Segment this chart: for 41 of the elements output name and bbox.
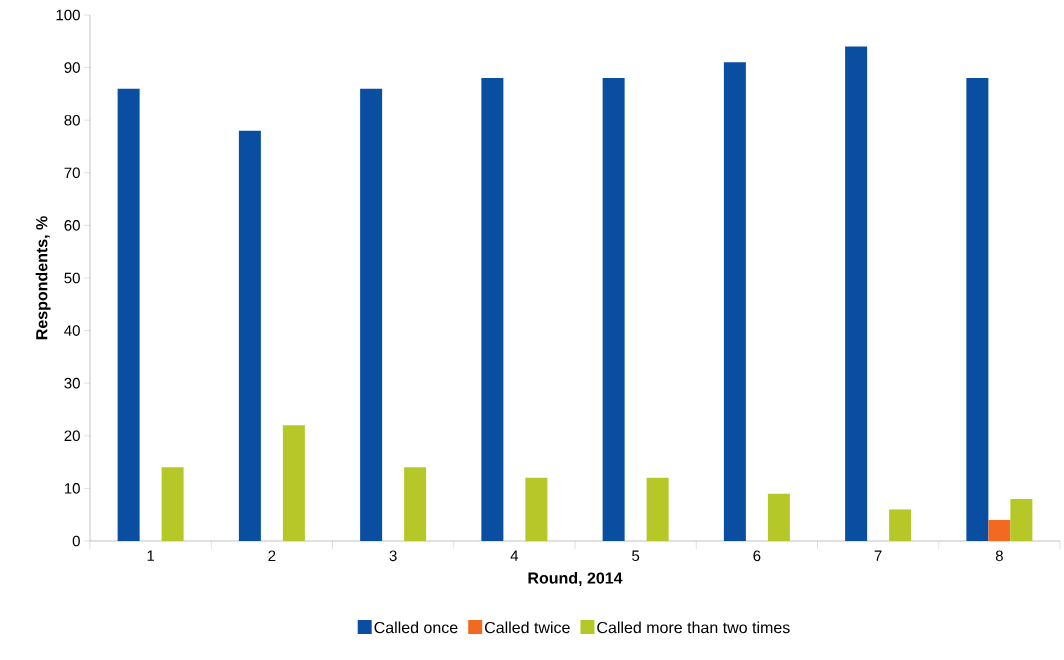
bar: [1010, 498, 1033, 541]
y-axis-title: Respondents, %: [35, 216, 51, 340]
y-tick-label: 0: [72, 535, 80, 547]
y-tick-label: 20: [64, 430, 80, 442]
bar: [889, 509, 912, 541]
bar: [360, 88, 383, 541]
x-tick-label: 6: [753, 550, 761, 562]
bar: [238, 130, 261, 541]
y-tick-label: 80: [64, 114, 80, 126]
legend-label: Called twice: [485, 621, 570, 634]
y-tick-label: 100: [56, 9, 80, 21]
y-tick-label: 50: [64, 272, 80, 284]
bar: [723, 62, 746, 541]
x-tick-label: 3: [389, 550, 397, 562]
y-tick-label: 90: [64, 62, 80, 73]
y-tick-label: 70: [64, 167, 80, 179]
y-tick-label: 40: [64, 325, 80, 336]
bar: [161, 467, 184, 541]
x-axis-title: Round, 2014: [528, 572, 623, 587]
legend-label: Called more than two times: [597, 621, 790, 634]
bar: [282, 425, 305, 541]
bar: [117, 88, 140, 541]
x-tick-label: 8: [995, 550, 1003, 562]
x-tick-label: 5: [632, 550, 640, 561]
bar: [988, 519, 1011, 541]
y-tick-label: 10: [64, 483, 80, 494]
bar: [602, 78, 625, 541]
x-tick-label: 7: [874, 550, 882, 561]
bar: [525, 477, 548, 541]
bar: [404, 467, 427, 541]
bar: [966, 78, 989, 541]
legend-label: Called once: [374, 621, 458, 634]
bar: [845, 46, 868, 541]
x-tick-label: 1: [147, 550, 155, 561]
bar: [646, 477, 669, 541]
x-tick-label: 2: [268, 550, 276, 561]
y-tick-label: 60: [64, 220, 80, 231]
y-tick-label: 30: [64, 377, 80, 389]
bar: [767, 493, 790, 541]
x-tick-label: 4: [510, 550, 519, 561]
bar: [481, 78, 504, 541]
